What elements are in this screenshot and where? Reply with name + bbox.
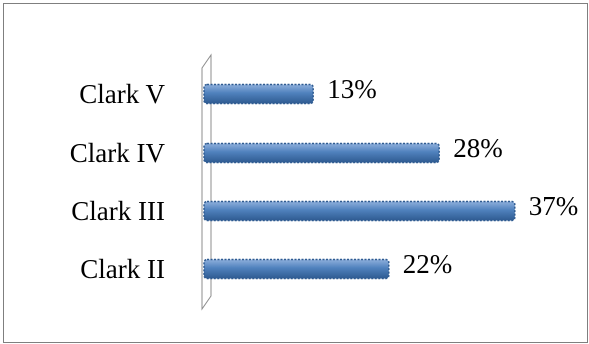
bar-clark-iv [203, 142, 440, 164]
category-label: Clark III [71, 196, 165, 226]
data-label: 28% [453, 133, 503, 163]
data-label: 22% [403, 249, 453, 279]
bar-clark-iii [203, 200, 516, 222]
axis-wall [201, 53, 212, 311]
category-label: Clark II [80, 254, 165, 284]
category-label: Clark V [79, 79, 165, 109]
bar-clark-v [203, 83, 314, 105]
data-label: 37% [529, 191, 579, 221]
chart-frame [3, 3, 588, 343]
data-label: 13% [327, 74, 377, 104]
category-label: Clark IV [70, 138, 166, 168]
bar-clark-ii [203, 258, 390, 280]
